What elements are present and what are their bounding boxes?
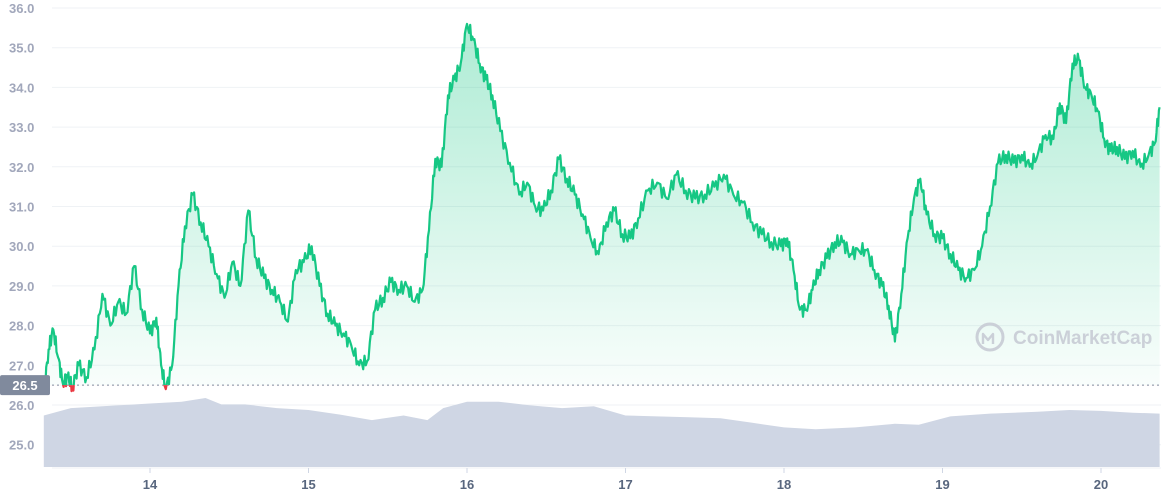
volume-area xyxy=(43,398,1160,467)
watermark-text: CoinMarketCap xyxy=(1013,328,1152,349)
y-tick-label: 35.0 xyxy=(9,41,34,56)
x-tick-label: 15 xyxy=(301,477,315,492)
price-area-fill xyxy=(44,23,1160,386)
price-line xyxy=(43,22,1161,386)
x-tick-label: 20 xyxy=(1094,477,1108,492)
x-axis-ticks: 14 15 16 17 18 19 20 xyxy=(52,467,1161,492)
baseline-badge: 26.5 xyxy=(0,375,50,396)
y-tick-label: 28.0 xyxy=(9,319,34,334)
volume-area-layer xyxy=(43,398,1160,467)
y-tick-label: 31.0 xyxy=(9,200,34,215)
baseline-badge-bg xyxy=(0,375,50,396)
y-tick-label: 26.0 xyxy=(9,398,34,413)
y-tick-label: 25.0 xyxy=(9,438,34,453)
x-tick-label: 19 xyxy=(935,477,949,492)
price-area-layer xyxy=(43,23,1160,394)
y-tick-label: 36.0 xyxy=(9,1,34,16)
x-tick-label: 16 xyxy=(460,477,474,492)
y-tick-label: 32.0 xyxy=(9,160,34,175)
x-tick-label: 17 xyxy=(618,477,632,492)
y-tick-label: 30.0 xyxy=(9,239,34,254)
coinmarketcap-watermark: CoinMarketCap xyxy=(975,322,1152,352)
price-line-layer xyxy=(42,22,1161,394)
y-tick-label: 33.0 xyxy=(9,120,34,135)
y-tick-label: 34.0 xyxy=(9,80,34,95)
y-tick-label: 29.0 xyxy=(9,279,34,294)
coinmarketcap-logo-icon xyxy=(975,322,1005,352)
y-tick-label: 27.0 xyxy=(9,358,34,373)
x-tick-label: 14 xyxy=(143,477,158,492)
y-axis-ticks: 25.0 26.0 27.0 28.0 29.0 30.0 31.0 32.0 33.0 34.0… xyxy=(9,1,34,453)
baseline-badge-label: 26.5 xyxy=(12,378,37,393)
x-tick-label: 18 xyxy=(777,477,791,492)
